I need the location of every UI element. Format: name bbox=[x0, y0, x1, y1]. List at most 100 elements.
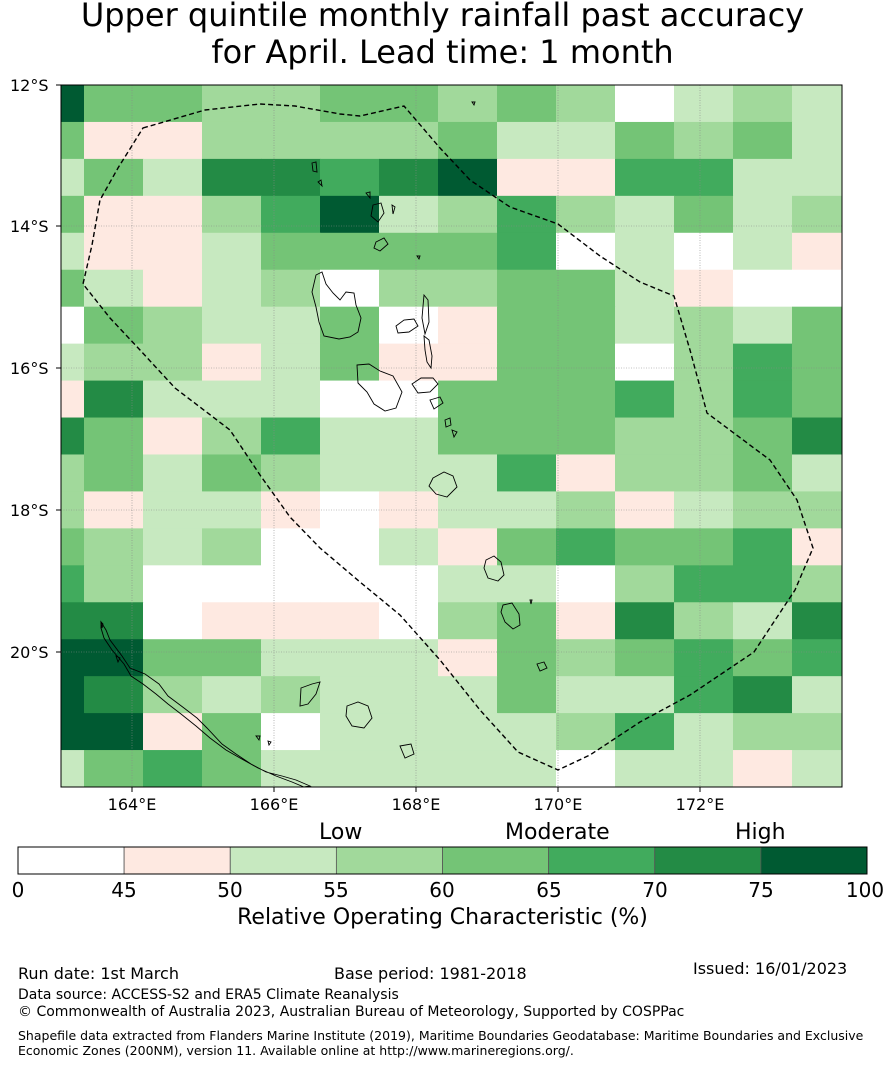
grid-cell bbox=[497, 121, 557, 160]
grid-cell bbox=[143, 121, 203, 160]
grid-cell bbox=[379, 380, 439, 419]
grid-cell bbox=[84, 85, 144, 123]
grid-cell bbox=[202, 306, 262, 345]
grid-cell bbox=[143, 343, 203, 382]
grid-cell bbox=[143, 195, 203, 234]
grid-cell bbox=[674, 232, 734, 271]
grid-cell bbox=[674, 158, 734, 197]
grid-cell bbox=[84, 750, 144, 788]
grid-cell bbox=[379, 713, 439, 751]
grid-cell bbox=[202, 417, 262, 455]
grid-cell bbox=[143, 85, 203, 123]
grid-cell bbox=[497, 306, 557, 345]
grid-cell bbox=[61, 491, 85, 529]
epi-island bbox=[429, 396, 444, 410]
lat-label-16s: 16°S bbox=[10, 359, 49, 378]
grid-cell bbox=[733, 195, 793, 234]
grid-cell bbox=[792, 676, 843, 714]
grid-cell bbox=[438, 121, 498, 160]
grid-cell bbox=[615, 528, 675, 566]
grid-cell bbox=[615, 491, 675, 529]
grid-cell bbox=[615, 380, 675, 419]
banks-islands bbox=[365, 191, 421, 261]
grid-cell bbox=[615, 343, 675, 382]
grid-cell bbox=[438, 269, 498, 308]
grid-cell bbox=[261, 417, 321, 455]
grid-cell bbox=[497, 602, 557, 640]
colorbar-segment bbox=[442, 846, 550, 875]
grid-cell bbox=[556, 417, 616, 455]
grid-cell bbox=[379, 121, 439, 160]
grid-cell bbox=[61, 380, 85, 419]
grid-cell bbox=[320, 602, 380, 640]
grid-cell bbox=[202, 232, 262, 271]
grid-cell bbox=[202, 343, 262, 382]
map-title-line-2: for April. Lead time: 1 month bbox=[211, 33, 674, 71]
colorbar-segment bbox=[17, 846, 125, 875]
grid-cell bbox=[733, 454, 793, 492]
grid-cell bbox=[497, 343, 557, 382]
grid-cell bbox=[84, 676, 144, 714]
grid-cell bbox=[674, 417, 734, 455]
grid-cell bbox=[615, 454, 675, 492]
grid-cell bbox=[674, 85, 734, 123]
colorbar-segment bbox=[760, 846, 868, 875]
grid-cell bbox=[261, 565, 321, 603]
grid-cell bbox=[261, 121, 321, 160]
grid-cell bbox=[733, 232, 793, 271]
grid-cell bbox=[438, 232, 498, 271]
ouvea-island bbox=[299, 681, 321, 707]
grid-cell bbox=[438, 306, 498, 345]
grid-cell bbox=[674, 565, 734, 603]
grid-cell bbox=[556, 639, 616, 677]
grid-cell bbox=[733, 380, 793, 419]
grid-cell bbox=[261, 454, 321, 492]
grid-cell bbox=[674, 121, 734, 160]
grid-cell bbox=[379, 306, 439, 345]
grid-cell bbox=[733, 713, 793, 751]
lon-label-170e: 170°E bbox=[533, 795, 583, 814]
grid-cell bbox=[84, 195, 144, 234]
aneityum-island bbox=[536, 661, 548, 672]
colorbar-segment bbox=[123, 846, 231, 875]
grid-cell bbox=[320, 306, 380, 345]
grid-cell bbox=[438, 343, 498, 382]
lat-label-18s: 18°S bbox=[10, 501, 49, 520]
grid-cell bbox=[320, 158, 380, 197]
grid-cell bbox=[61, 713, 85, 751]
grid-cell bbox=[84, 232, 144, 271]
ambae-island bbox=[395, 318, 419, 334]
colorbar-frame bbox=[17, 846, 868, 875]
grid-cell bbox=[792, 713, 843, 751]
grid-cell bbox=[792, 343, 843, 382]
grid-cell bbox=[379, 602, 439, 640]
grid-cell bbox=[320, 713, 380, 751]
grid-cell bbox=[143, 491, 203, 529]
grid-cell bbox=[143, 380, 203, 419]
grid-cell bbox=[615, 639, 675, 677]
grid-cell bbox=[733, 528, 793, 566]
grid-cell bbox=[379, 343, 439, 382]
grid-cell bbox=[497, 454, 557, 492]
grid-cell bbox=[556, 343, 616, 382]
grid-cell bbox=[84, 565, 144, 603]
lon-label-166e: 166°E bbox=[249, 795, 299, 814]
grid-cell bbox=[792, 85, 843, 123]
grid-cell bbox=[438, 639, 498, 677]
grid-cell bbox=[261, 306, 321, 345]
grid-cell bbox=[84, 343, 144, 382]
lon-label-168e: 168°E bbox=[391, 795, 441, 814]
grid-cell bbox=[320, 750, 380, 788]
grid-cell bbox=[556, 565, 616, 603]
grid-cell bbox=[84, 454, 144, 492]
colorbar-tick-55: 55 bbox=[323, 878, 349, 902]
grid-cell bbox=[61, 676, 85, 714]
grid-cell bbox=[202, 195, 262, 234]
grid-cell bbox=[379, 454, 439, 492]
grid-cell bbox=[674, 454, 734, 492]
grid-cell bbox=[792, 380, 843, 419]
grid-cell bbox=[674, 195, 734, 234]
grid-cell bbox=[438, 750, 498, 788]
grid-cell bbox=[261, 676, 321, 714]
grid-cell bbox=[84, 380, 144, 419]
